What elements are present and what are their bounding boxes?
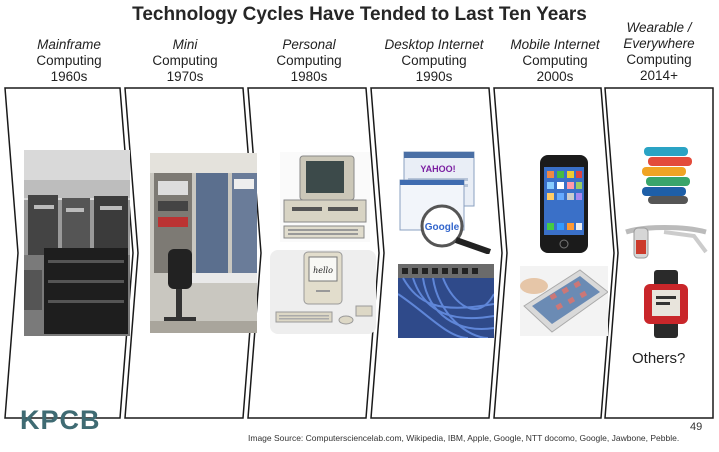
pebble-watch-photo [640, 270, 692, 338]
era-header-desktop-internet: Desktop Internet Computing 1990s [372, 37, 496, 85]
era-decade: 2014+ [640, 68, 678, 83]
era-header-mobile-internet: Mobile Internet Computing 2000s [494, 37, 616, 85]
era-name-line2: Everywhere [623, 36, 695, 51]
era-header-mini: Mini Computing 1970s [124, 37, 246, 85]
ibm-pc-photo [280, 152, 370, 242]
era-name: Desktop Internet [384, 37, 484, 52]
slide-title: Technology Cycles Have Tended to Last Te… [132, 4, 587, 25]
chevron-mobile-internet [493, 87, 615, 419]
macintosh-photo: hello [270, 250, 376, 334]
browser-google-photo: YAHOO! Google [398, 150, 492, 254]
minicomputer-photo [150, 153, 257, 333]
era-label: Computing [522, 53, 588, 68]
era-decade: 1980s [290, 69, 328, 84]
mainframe-photo [24, 150, 130, 336]
image-source-caption: Image Source: Computersciencelab.com, Wi… [248, 433, 680, 443]
era-name: Wearable / [626, 20, 692, 35]
jawbone-bands-photo [638, 143, 696, 205]
google-glass-photo [624, 218, 708, 262]
era-header-personal: Personal Computing 1980s [248, 37, 370, 85]
era-decade: 1970s [166, 69, 204, 84]
kpcb-logo: KPCB [20, 405, 101, 435]
era-label: Computing [152, 53, 218, 68]
yahoo-logo-text: YAHOO! [420, 164, 455, 174]
hello-text: hello [313, 266, 333, 275]
era-name: Mainframe [37, 37, 101, 52]
era-decade: 2000s [536, 69, 574, 84]
iphone-photo [540, 155, 588, 253]
era-label: Computing [276, 53, 342, 68]
era-header-mainframe: Mainframe Computing 1960s [8, 37, 130, 85]
era-header-wearable: Wearable / Everywhere Computing 2014+ [598, 20, 719, 84]
era-decade: 1990s [415, 69, 453, 84]
network-cables-photo [398, 264, 494, 338]
era-name: Mobile Internet [510, 37, 600, 52]
others-label: Others? [632, 350, 686, 367]
era-decade: 1960s [50, 69, 88, 84]
era-label: Computing [36, 53, 102, 68]
page-number: 49 [690, 421, 703, 433]
era-name: Personal [282, 37, 336, 52]
google-logo-text: Google [425, 222, 460, 233]
ipad-photo [520, 266, 608, 336]
era-name: Mini [172, 37, 198, 52]
era-label: Computing [626, 52, 692, 67]
era-label: Computing [401, 53, 467, 68]
